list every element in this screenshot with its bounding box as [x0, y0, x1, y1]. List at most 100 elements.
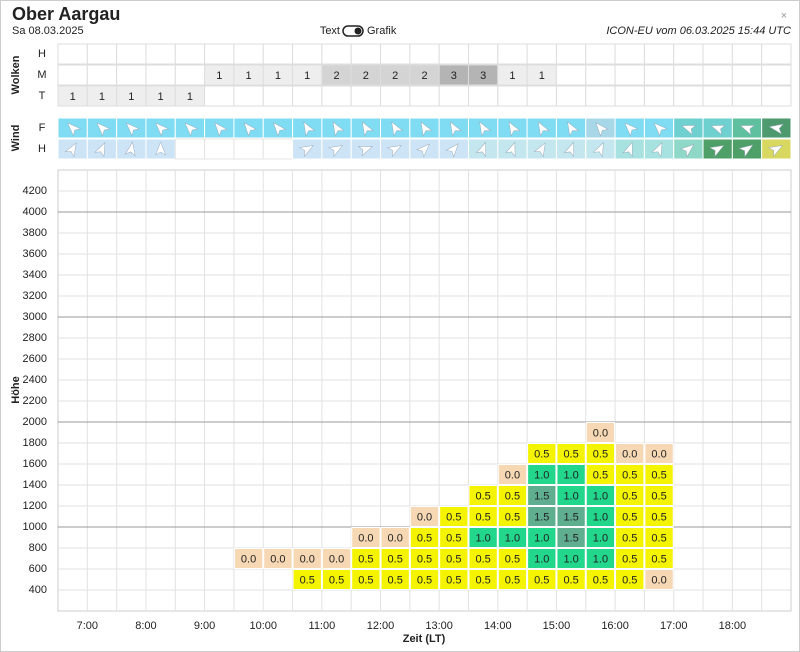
wind-arrow [592, 142, 604, 158]
close-button[interactable]: × [781, 10, 787, 22]
height-cell [527, 527, 557, 548]
wind-arrow [96, 122, 111, 137]
height-cell-value: 0.0 [417, 511, 432, 523]
height-cell-value: 0.5 [446, 574, 461, 586]
height-cell-value: 0.5 [534, 448, 549, 460]
cloud-cell [497, 43, 528, 65]
height-cell-value: 1.5 [534, 490, 549, 502]
height-cell-value: 0.5 [475, 553, 490, 565]
wind-arrow [391, 121, 404, 137]
cloud-cell [174, 64, 206, 86]
height-cell-value: 0.5 [505, 511, 520, 523]
wind-arrow [508, 121, 521, 137]
height-cell [380, 527, 410, 548]
time-tick-label: 18:00 [719, 620, 747, 632]
height-cell [527, 506, 557, 527]
height-cell [527, 548, 557, 569]
wind-arrow [124, 141, 136, 157]
view-toggle[interactable] [342, 25, 364, 37]
wind-cell [174, 138, 206, 160]
height-cell [615, 548, 645, 569]
height-cell-value: 1.5 [563, 511, 578, 523]
y-tick-label: 400 [29, 584, 47, 596]
height-cell [585, 548, 616, 569]
height-cell [409, 569, 440, 590]
cloud-cell [86, 64, 118, 86]
height-cell [556, 485, 586, 506]
time-tick-label: 13:00 [425, 620, 453, 632]
y-tick-label: 600 [29, 563, 47, 575]
height-cell [497, 464, 528, 485]
height-cell [644, 569, 674, 590]
wind-arrow [567, 121, 580, 137]
cloud-cell [174, 43, 206, 65]
wind-arrow [420, 121, 433, 137]
height-cell-value: 0.5 [475, 511, 490, 523]
toggle-text-label[interactable]: Text [320, 25, 340, 37]
cloud-cell [292, 85, 323, 107]
height-cell-value: 0.5 [563, 448, 578, 460]
height-cell [644, 443, 674, 464]
height-cell-value: 1.0 [593, 490, 608, 502]
cloud-value: 2 [392, 70, 398, 82]
time-tick-label: 7:00 [77, 620, 98, 632]
wind-arrow [415, 143, 430, 158]
wind-arrow [681, 125, 697, 136]
height-cell [321, 548, 352, 569]
cloud-cell [761, 43, 792, 65]
y-tick-label: 1600 [23, 458, 47, 470]
y-tick-label: 1400 [23, 479, 47, 491]
forecast-date: Sa 08.03.2025 [12, 25, 84, 37]
cloud-value: 2 [363, 70, 369, 82]
cloud-cell [731, 64, 763, 86]
height-cell [585, 527, 616, 548]
cloud-value: 1 [99, 91, 105, 103]
height-cell [527, 443, 557, 464]
cloud-cell [409, 85, 440, 107]
wind-arrow [624, 122, 639, 137]
height-cell-value: 0.5 [622, 511, 637, 523]
cloud-cell [526, 43, 557, 65]
wind-cell [262, 138, 294, 160]
cloud-value: 1 [187, 91, 193, 103]
wind-arrow [475, 141, 487, 158]
height-cell-value: 0.5 [593, 574, 608, 586]
height-cell-value: 0.5 [505, 553, 520, 565]
y-tick-label: 3800 [23, 227, 47, 239]
height-cell [439, 527, 469, 548]
cloud-cell [86, 43, 118, 65]
cloud-cell [467, 43, 499, 65]
y-tick-label: 3600 [23, 248, 47, 260]
height-cell-value: 0.5 [622, 469, 637, 481]
y-tick-label: 2800 [23, 332, 47, 344]
wind-arrow [651, 142, 663, 158]
cloud-cell [262, 85, 294, 107]
wind-arrow [303, 121, 316, 137]
height-cell [615, 527, 645, 548]
wind-arrow [595, 122, 609, 137]
toggle-graph-label[interactable]: Grafik [367, 25, 397, 37]
cloud-cell [555, 64, 587, 86]
toggle-knob[interactable] [354, 27, 362, 35]
height-cell [585, 569, 616, 590]
cloud-cell [57, 64, 88, 86]
cloud-cell [585, 43, 616, 65]
height-cell [380, 569, 410, 590]
height-cell-value: 0.0 [505, 469, 520, 481]
y-tick-label: 2600 [23, 353, 47, 365]
height-cell [644, 506, 674, 527]
cloud-cell [350, 85, 382, 107]
height-cell-value: 0.5 [358, 553, 373, 565]
height-cell-value: 0.5 [534, 574, 549, 586]
y-tick-label: 3200 [23, 290, 47, 302]
time-tick-label: 8:00 [135, 620, 156, 632]
height-cell-value: 1.0 [593, 511, 608, 523]
cloud-cell [204, 85, 235, 107]
height-cell [468, 485, 498, 506]
height-cell-value: 0.5 [651, 553, 666, 565]
height-cell [585, 422, 616, 443]
height-cell [527, 485, 557, 506]
cloud-row-label: T [39, 90, 46, 102]
wind-arrow [357, 146, 374, 157]
wind-arrow [328, 145, 344, 158]
